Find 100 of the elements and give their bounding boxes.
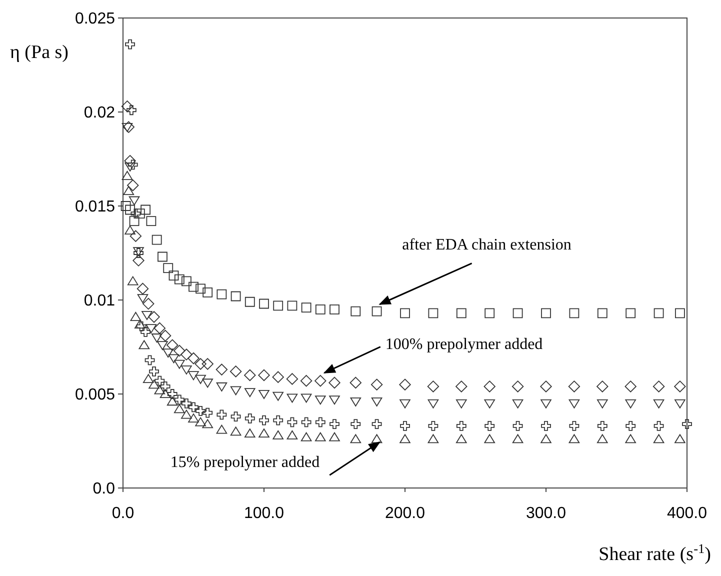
point (194, 358, 206, 370)
point (597, 308, 608, 318)
point (568, 380, 580, 392)
y-tick-label: 0.02 (84, 104, 116, 122)
point (597, 399, 608, 408)
point (244, 428, 256, 438)
point (626, 308, 636, 318)
point (287, 300, 298, 311)
point (216, 410, 227, 420)
point (272, 371, 284, 383)
annotation: 100% prepolymer added (385, 336, 543, 353)
point (300, 432, 312, 442)
point (540, 399, 552, 408)
point (182, 398, 192, 408)
point (138, 340, 150, 350)
y-tick-label: 0.005 (74, 386, 116, 404)
point (124, 225, 136, 234)
point (195, 374, 206, 384)
point (230, 412, 241, 422)
point (512, 380, 524, 392)
point (626, 421, 636, 431)
point (174, 360, 185, 369)
point (158, 252, 168, 262)
point (512, 434, 524, 444)
point (136, 321, 146, 332)
point (568, 434, 580, 444)
point (230, 386, 242, 396)
point (121, 100, 134, 112)
point (286, 430, 298, 440)
point (195, 417, 206, 426)
point (136, 282, 149, 295)
point (128, 160, 138, 170)
point (124, 162, 136, 172)
point (154, 385, 166, 394)
point (137, 294, 148, 304)
point (569, 421, 580, 431)
point (674, 434, 686, 444)
point (330, 419, 340, 430)
point (216, 424, 228, 434)
point (130, 230, 142, 242)
point (259, 298, 269, 309)
point (428, 399, 439, 408)
point (128, 196, 140, 206)
point (273, 300, 284, 311)
point (144, 355, 155, 366)
point (315, 432, 326, 442)
point (328, 376, 340, 389)
point (350, 434, 362, 444)
point (350, 376, 362, 389)
point (484, 399, 495, 408)
point (259, 415, 269, 426)
point (512, 399, 524, 408)
point (399, 378, 411, 390)
point (675, 308, 685, 318)
point (329, 396, 340, 405)
point (653, 434, 664, 444)
point (124, 155, 136, 167)
point (400, 434, 410, 444)
point (258, 369, 270, 382)
point (120, 201, 131, 211)
point (132, 254, 144, 266)
point (196, 284, 206, 294)
point (654, 308, 664, 318)
point (654, 421, 664, 431)
point (174, 344, 186, 357)
point (167, 389, 178, 399)
annotation: after EDA chain extension (402, 236, 572, 254)
point (428, 308, 438, 318)
point (130, 208, 141, 218)
point (456, 399, 467, 408)
point (180, 348, 192, 360)
point (162, 348, 174, 358)
y-tick-label: 0.0 (92, 480, 116, 498)
point (127, 179, 139, 192)
point (512, 308, 523, 318)
point (350, 419, 361, 430)
point (142, 310, 152, 320)
point (568, 399, 580, 408)
point (152, 234, 162, 245)
point (272, 392, 284, 401)
point (157, 341, 168, 350)
point (140, 327, 151, 337)
point (569, 308, 580, 318)
point (160, 382, 170, 392)
point (230, 366, 242, 378)
y-tick-label: 0.01 (84, 292, 116, 310)
point (597, 421, 608, 431)
point (371, 397, 382, 406)
point (625, 434, 636, 444)
point (273, 415, 284, 426)
point (300, 394, 312, 403)
point (596, 380, 608, 392)
x-tick-label: 400.0 (666, 505, 708, 522)
point (196, 406, 206, 416)
point (188, 282, 198, 292)
point (129, 216, 140, 226)
point (400, 399, 410, 408)
point (301, 417, 312, 428)
point (142, 298, 154, 310)
point (258, 390, 270, 399)
